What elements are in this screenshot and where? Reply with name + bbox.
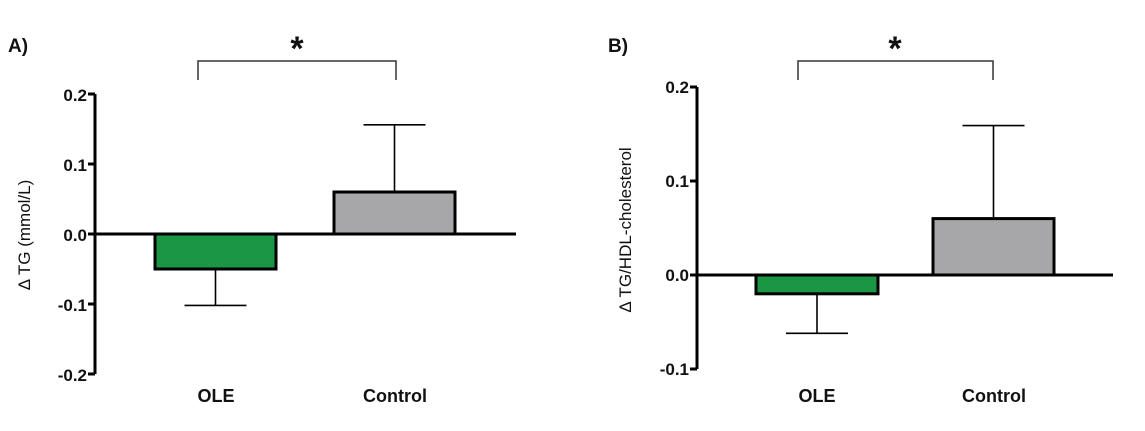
panel-a-error-bar-ole xyxy=(184,269,247,307)
panel-b-bar-control xyxy=(931,217,1056,277)
panel-a-ytick: 0.2 xyxy=(63,86,87,105)
panel-a-ytick: 0.1 xyxy=(63,156,87,175)
panel-b-ytick: 0.1 xyxy=(665,172,689,191)
panel-b-label: B) xyxy=(608,36,628,57)
panel-a-plot xyxy=(88,92,516,376)
panel-a-ytick: 0.0 xyxy=(63,226,87,245)
panel-b-category-ole: OLE xyxy=(798,386,835,406)
panel-a-significance-star: * xyxy=(290,30,304,68)
panel-b-ytick: -0.1 xyxy=(660,360,689,379)
panel-b-plot xyxy=(690,85,1113,371)
panel-b-significance-bracket xyxy=(797,60,994,80)
panel-b-ytick: 0.2 xyxy=(665,78,689,97)
panel-b-category-control: Control xyxy=(962,386,1026,406)
panel-a-error-bar-control xyxy=(363,124,426,192)
panel-a-category-ole: OLE xyxy=(197,386,234,406)
panel-a-ytick: -0.1 xyxy=(58,296,87,315)
panel-b: B) Δ TG/HDL-cholesterol 0.2 0.1 0.0 -0.1… xyxy=(608,30,1113,406)
panel-a-y-axis-label: Δ TG (mmol/L) xyxy=(15,180,34,291)
panel-a-significance-bracket xyxy=(197,60,397,80)
panel-a: A) Δ TG (mmol/L) 0.2 0.1 0.0 -0.1 -0.2 O… xyxy=(8,30,516,406)
panel-a-bar-control xyxy=(332,190,457,236)
panel-a-category-control: Control xyxy=(363,386,427,406)
panel-b-ytick: 0.0 xyxy=(665,266,689,285)
panel-b-bar-ole xyxy=(754,273,880,296)
panel-a-ytick: -0.2 xyxy=(58,366,87,385)
panel-b-significance-star: * xyxy=(888,30,902,68)
panel-b-y-axis-label: Δ TG/HDL-cholesterol xyxy=(616,147,635,312)
panel-a-label: A) xyxy=(8,36,28,57)
panel-a-bar-ole xyxy=(153,232,278,271)
panel-b-error-bar-ole xyxy=(786,293,848,335)
panel-b-error-bar-control xyxy=(962,124,1025,219)
